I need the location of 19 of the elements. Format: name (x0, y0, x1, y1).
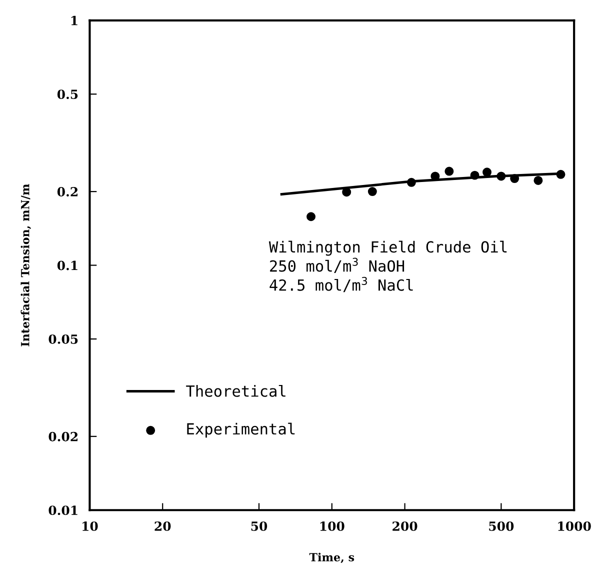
x-tick-label: 200 (392, 521, 418, 531)
x-tick-label: 100 (320, 521, 344, 531)
annotation: Wilmington Field Crude Oil 250 mol/m$^{3}$ NaOH 42.5 mol/m$^{3}$ NaCl (268, 240, 507, 292)
x-tick-label: 20 (154, 521, 171, 531)
y-tick-label: 0.02 (48, 432, 78, 442)
y-axis-title: Interfacial Tension, mN/m (20, 184, 31, 346)
x-axis-title: Time, s (309, 552, 354, 564)
y-tick-label: 1 (71, 16, 78, 26)
x-tick-label: 500 (489, 521, 514, 531)
y-tick-label: 0.2 (57, 187, 78, 196)
x-tick-label: 50 (251, 521, 268, 531)
legend-label: Experimental (187, 422, 295, 438)
legend-label: Theoretical (186, 384, 286, 397)
x-tick-label: 10 (82, 521, 98, 531)
x-tick-label: 1000 (558, 521, 591, 531)
y-tick-label: 0.1 (57, 260, 78, 270)
y-tick-label: 0.05 (48, 334, 78, 344)
y-tick-label: 0.01 (48, 506, 78, 516)
y-tick-label: 0.5 (57, 90, 78, 100)
